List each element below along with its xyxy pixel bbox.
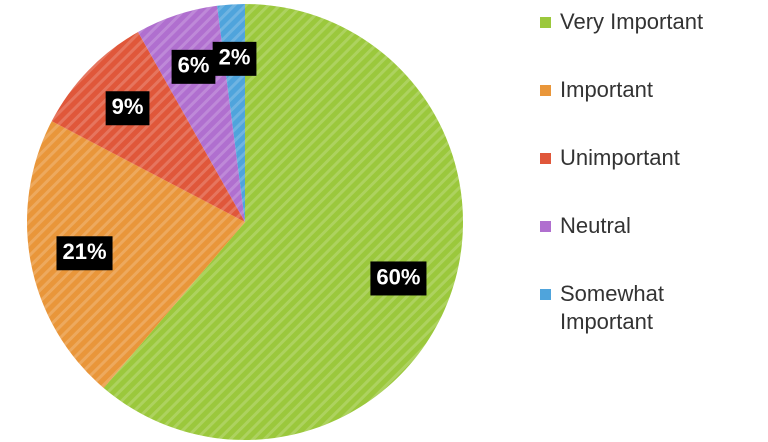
data-label-text: 2% (219, 45, 251, 70)
slice (51, 32, 246, 222)
legend-label: Very Important (560, 9, 704, 34)
legend-swatch (540, 17, 551, 28)
data-label-text: 9% (112, 94, 144, 119)
data-label-bg (105, 91, 150, 126)
data-label: 21% (56, 236, 113, 271)
slice-texture (103, 4, 463, 440)
data-label: 9% (105, 91, 150, 126)
legend-label: Unimportant (560, 145, 680, 170)
legend: Very Important Important Unimportant Neutra… (540, 8, 740, 348)
data-label-bg (370, 261, 427, 296)
data-label-bg (171, 49, 216, 84)
legend-swatch (540, 221, 551, 232)
legend-item: Unimportant (540, 144, 740, 212)
legend-swatch (540, 85, 551, 96)
legend-item: Neutral (540, 212, 740, 280)
slice (26, 121, 246, 388)
data-label: 6% (171, 49, 216, 84)
legend-item: Important (540, 76, 740, 144)
legend-label: Somewhat Important (560, 281, 664, 334)
slice (103, 4, 463, 440)
data-label-bg (212, 41, 257, 76)
data-label-text: 6% (178, 53, 210, 78)
data-label-text: 60% (376, 264, 420, 289)
legend-swatch (540, 289, 551, 300)
slice-texture (26, 121, 246, 388)
data-label-text: 21% (62, 239, 106, 264)
data-label: 2% (212, 41, 257, 76)
legend-item: Very Important (540, 8, 740, 76)
legend-label: Important (560, 77, 653, 102)
data-label-bg (56, 236, 113, 271)
pie-area: 60% 21% 9% 6% 2% (26, 4, 463, 440)
legend-swatch (540, 153, 551, 164)
data-label: 60% (370, 261, 427, 296)
slice-texture (51, 32, 246, 222)
legend-label: Neutral (560, 213, 631, 238)
legend-item: Somewhat Important (540, 280, 740, 348)
